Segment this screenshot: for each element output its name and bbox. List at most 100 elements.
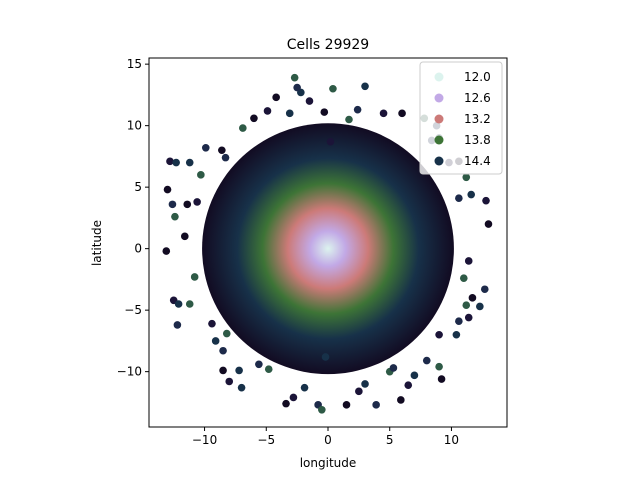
scatter-point (221, 153, 230, 162)
scatter-point (272, 93, 280, 102)
scatter-point (404, 381, 413, 389)
scatter-point (435, 362, 443, 371)
scatter-point (173, 321, 182, 329)
scatter-point (171, 212, 179, 221)
x-tick-label: −5 (257, 433, 275, 447)
x-axis-label: longitude (300, 456, 357, 470)
scatter-point (193, 198, 201, 206)
scatter-point (372, 401, 380, 409)
scatter-point (361, 82, 369, 91)
legend-marker (434, 93, 444, 103)
scatter-point (181, 232, 189, 241)
scatter-point (389, 364, 398, 372)
x-tick-label: 5 (386, 433, 394, 447)
scatter-point (185, 158, 194, 167)
scatter-point (201, 143, 210, 152)
scatter-point (397, 396, 405, 404)
scatter-point (462, 173, 471, 182)
y-tick-label: 10 (127, 119, 142, 133)
y-tick-label: 5 (134, 180, 142, 194)
scatter-point (464, 313, 473, 322)
scatter-point (480, 285, 489, 294)
scatter-point (361, 380, 369, 388)
plot-area (162, 73, 493, 414)
scatter-point (410, 371, 419, 380)
legend: 12.0 12.6 13.2 13.8 14.4 (419, 61, 503, 175)
scatter-point (320, 108, 329, 116)
scatter-point (293, 83, 301, 92)
y-axis-label: latitude (90, 220, 104, 266)
scatter-point (459, 274, 468, 282)
scatter-point (462, 301, 471, 310)
scatter-point (326, 137, 335, 146)
scatter-point (183, 200, 192, 209)
scatter-point (190, 273, 199, 281)
legend-label: 14.4 (464, 154, 491, 168)
legend-marker (434, 114, 444, 124)
scatter-point (455, 317, 463, 326)
scatter-point (263, 107, 272, 115)
scatter-point (482, 196, 490, 205)
scatter-point (452, 330, 461, 339)
legend-label: 12.0 (464, 70, 491, 84)
y-tick-label: 15 (127, 57, 142, 71)
scatter-point (172, 158, 180, 167)
scatter-point (289, 393, 298, 402)
scatter-point (455, 194, 463, 203)
scatter-point (476, 302, 484, 311)
scatter-point (255, 360, 263, 369)
legend-marker (434, 156, 444, 166)
scatter-point (219, 346, 227, 355)
scatter-point (422, 356, 431, 365)
x-tick-label: 0 (324, 433, 332, 447)
scatter-point (321, 353, 330, 361)
legend-marker (434, 135, 444, 145)
scatter-point (318, 405, 326, 414)
scatter-point (379, 109, 388, 118)
scatter-point (237, 383, 246, 392)
scatter-point (239, 124, 247, 132)
scatter-point (225, 377, 234, 386)
scatter-point (468, 294, 477, 302)
scatter-point (464, 257, 473, 265)
scatter-point (174, 300, 183, 308)
scatter-point (285, 109, 294, 118)
scatter-point (264, 365, 273, 373)
scatter-point (222, 329, 231, 338)
chart-title: Cells 29929 (287, 37, 369, 53)
legend-marker (434, 72, 444, 82)
scatter-point (168, 200, 177, 209)
scatter-point (235, 366, 243, 375)
scatter-point (162, 247, 171, 255)
scatter-point (342, 401, 351, 409)
x-axis: −10 −5 0 5 10 (192, 427, 459, 447)
scatter-point (353, 105, 362, 114)
x-tick-label: 10 (444, 433, 459, 447)
scatter-point (208, 319, 216, 328)
scatter-point (290, 73, 299, 82)
scatter-point (437, 375, 446, 383)
scatter-point (467, 190, 476, 199)
scatter-point (355, 387, 363, 396)
legend-frame (419, 61, 503, 175)
legend-label: 12.6 (464, 91, 491, 105)
x-tick-label: −10 (192, 433, 217, 447)
scatter-point (398, 109, 406, 118)
scatter-point (329, 84, 337, 93)
scatter-point (305, 97, 314, 105)
scatter-point (197, 171, 205, 179)
y-axis: −10 −5 0 5 10 15 (117, 57, 149, 379)
scatter-point (218, 146, 226, 155)
legend-label: 13.2 (464, 112, 491, 126)
y-tick-label: 0 (134, 242, 142, 256)
legend-label: 13.8 (464, 133, 491, 147)
point-disk (202, 123, 454, 375)
scatter-point (282, 399, 290, 408)
scatter-point (300, 383, 309, 392)
scatter-point (484, 220, 493, 228)
scatter-point (219, 366, 227, 375)
scatter-point (166, 157, 174, 166)
y-tick-label: −5 (124, 303, 142, 317)
scatter-point (211, 337, 220, 345)
